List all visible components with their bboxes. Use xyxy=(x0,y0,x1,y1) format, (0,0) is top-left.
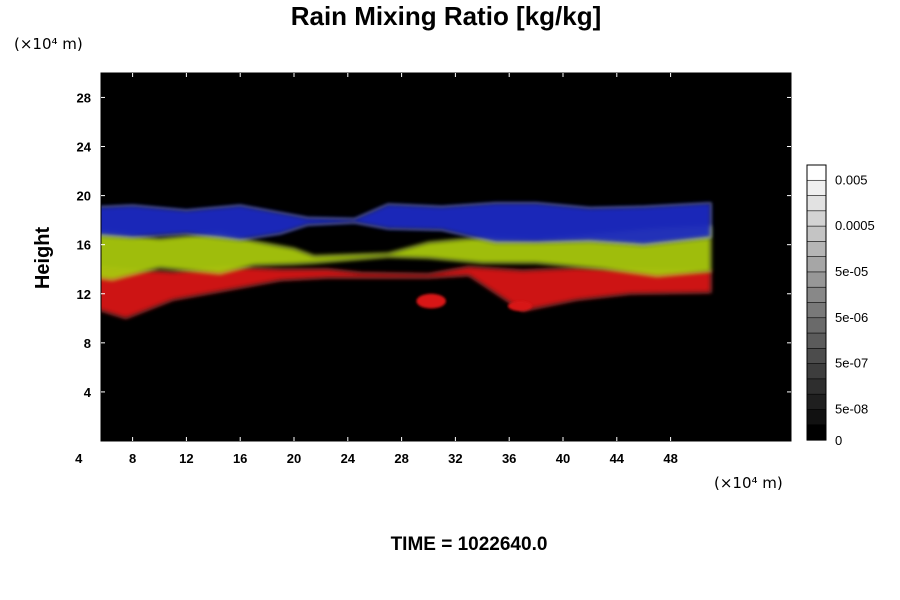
colorbar: 0.005 0.0005 5e-05 5e-06 5e-07 5e-08 0 xyxy=(806,164,875,448)
x-axis: 4 8 12 16 20 24 28 32 36 40 44 48 xyxy=(75,73,678,466)
rain-blob-2 xyxy=(507,301,533,311)
colorbar-swatch xyxy=(806,256,827,273)
colorbar-tick-label: 0 xyxy=(835,433,842,448)
colorbar-tick-label: 0.0005 xyxy=(835,218,875,233)
x-tick-label: 40 xyxy=(556,451,570,466)
colorbar-tick-label: 5e-08 xyxy=(835,401,868,416)
x-tick-label: 12 xyxy=(179,451,193,466)
colorbar-swatch xyxy=(806,348,827,365)
colorbar-swatch xyxy=(806,378,827,395)
time-label: TIME = 1022640.0 xyxy=(391,534,548,555)
y-tick-label: 8 xyxy=(84,336,91,351)
colorbar-swatch xyxy=(806,363,827,380)
band-lowest xyxy=(101,266,711,319)
colorbar-tick-label: 5e-06 xyxy=(835,310,868,325)
band-lowest-highlight xyxy=(101,265,712,320)
colorbar-swatch xyxy=(806,210,827,227)
band-highest xyxy=(101,203,711,245)
y-axis-label: Height xyxy=(32,227,54,290)
colorbar-tick-label: 5e-05 xyxy=(835,264,868,279)
x-tick-label: 8 xyxy=(129,451,136,466)
colorbar-swatch xyxy=(806,424,827,441)
x-tick-label: 44 xyxy=(610,451,625,466)
y-unit-label: (×10⁴ m) xyxy=(14,35,83,53)
plot-frame xyxy=(100,72,792,442)
x-tick-label: 36 xyxy=(502,451,516,466)
colorbar-swatch xyxy=(806,286,827,304)
y-tick-label: 24 xyxy=(77,140,92,155)
colorbar-swatch xyxy=(806,393,827,411)
y-axis: 4 8 12 16 20 24 28 xyxy=(77,90,791,400)
colorbar-swatch xyxy=(806,195,827,212)
x-tick-label: 20 xyxy=(287,451,301,466)
y-tick-label: 4 xyxy=(84,385,92,400)
colorbar-swatch xyxy=(806,409,827,426)
colorbar-swatch xyxy=(806,179,827,197)
colorbar-frame xyxy=(806,164,827,441)
x-tick-label: 16 xyxy=(233,451,247,466)
band-highest-highlight xyxy=(101,201,712,246)
colorbar-swatch xyxy=(806,164,827,181)
colorbar-swatch xyxy=(806,302,827,319)
y-tick-label: 28 xyxy=(77,90,91,105)
plot-area xyxy=(100,72,792,442)
colorbar-swatch xyxy=(806,317,827,334)
x-tick-label: 28 xyxy=(394,451,408,466)
chart-title: Rain Mixing Ratio [kg/kg] xyxy=(291,1,602,31)
band-middle-highlight xyxy=(101,225,712,282)
y-tick-label: 12 xyxy=(77,287,91,302)
colorbar-tick-label: 0.005 xyxy=(835,172,868,187)
colorbar-swatch xyxy=(806,241,827,258)
x-tick-label: 48 xyxy=(663,451,677,466)
colorbar-swatch xyxy=(806,332,827,349)
x-unit-label: (×10⁴ m) xyxy=(714,474,783,492)
y-tick-label: 16 xyxy=(77,238,91,253)
x-tick-label: 4 xyxy=(75,451,83,466)
colorbar-swatch xyxy=(806,225,827,242)
y-tick-label: 20 xyxy=(77,189,91,204)
x-tick-label: 24 xyxy=(341,451,356,466)
rain-blob-1 xyxy=(416,293,446,309)
colorbar-tick-label: 5e-07 xyxy=(835,356,868,371)
x-tick-label: 32 xyxy=(448,451,462,466)
colorbar-swatch xyxy=(806,271,827,288)
